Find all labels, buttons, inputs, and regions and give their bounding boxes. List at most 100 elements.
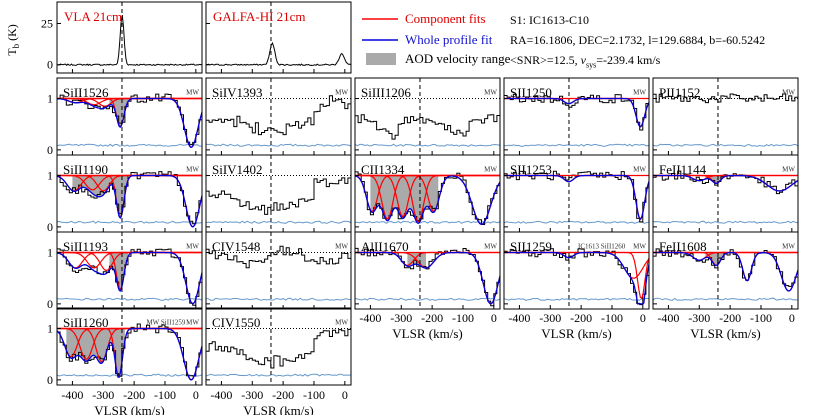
x-tick-label: -100	[750, 311, 772, 325]
ion-panel-FeII1144: FeII1144 MW	[652, 154, 799, 233]
y-tick-label: 0	[47, 373, 53, 387]
error-spectrum	[354, 220, 501, 224]
hi-panel-title: GALFA-HI 21cm	[213, 9, 306, 24]
x-tick-label: 0	[342, 388, 348, 402]
mw-label: MW	[186, 319, 199, 327]
x-tick-label: -200	[570, 311, 592, 325]
y-tick-label: 0	[47, 297, 53, 311]
ion-label: PII1152	[659, 85, 700, 100]
data-spectrum	[206, 177, 351, 215]
x-tick-label: -400	[210, 388, 232, 402]
panel-frame	[205, 307, 352, 386]
data-spectrum	[206, 245, 351, 269]
legend-whole-label: Whole profile fit	[405, 32, 493, 47]
ion-panel-FeII1608: FeII1608 MW	[652, 231, 799, 310]
mw-label: MW	[335, 243, 348, 251]
mw-label: MW	[335, 89, 348, 97]
mw-label: MW	[484, 243, 497, 251]
ion-panel-CIV1550: CIV1550 MW	[205, 307, 352, 386]
hi-panel-title: VLA 21cm	[64, 9, 122, 24]
panel-note: IC1613 SiII1260	[578, 243, 626, 251]
aod-range-fill	[370, 175, 439, 224]
ion-label: SII1253	[510, 162, 552, 177]
error-spectrum	[205, 220, 352, 224]
y-tick-label: 0	[47, 58, 53, 72]
y-tick-label: 1	[47, 92, 53, 106]
x-tick-label: -400	[61, 388, 83, 402]
y-tick-label: 1	[47, 322, 53, 336]
ion-panel-SiII1193: 0 1 SiII1193 MW	[47, 231, 203, 311]
mw-label: MW	[186, 166, 199, 174]
x-tick-label: -100	[601, 311, 623, 325]
ion-panel-SiII1526: 0 1 SiII1526 MW	[47, 77, 203, 157]
x-axis-title: VLSR (km/s)	[243, 403, 313, 415]
hi-y-axis-label: Tb (K)	[5, 24, 21, 56]
ion-label: CII1334	[361, 162, 405, 177]
x-axis-title: VLSR (km/s)	[392, 326, 462, 341]
vsys-symbol: v	[580, 53, 586, 67]
mw-label: MW	[782, 89, 795, 97]
data-spectrum	[653, 93, 798, 104]
component-fit	[57, 97, 203, 148]
x-axis-1: -400 -300 -200 -100 0 VLSR (km/s)	[61, 388, 198, 415]
ion-panel-SiIII1206: SiIII1206 MW	[354, 77, 501, 156]
panel-frame	[354, 231, 501, 310]
ion-panel-SII1250: SII1250 MW	[503, 77, 650, 156]
error-spectrum	[503, 143, 650, 147]
x-tick-label: 0	[789, 311, 795, 325]
whole-profile-fit	[504, 97, 650, 128]
mw-label: MW	[335, 319, 348, 327]
legend-aod-swatch	[366, 53, 396, 65]
data-spectrum	[355, 247, 500, 307]
x-axis-2: -400 -300 -200 -100 0 VLSR (km/s)	[210, 388, 347, 415]
ion-panel-SiII1190: 0 1 SiII1190 MW	[47, 154, 203, 234]
y-tick-label: 0	[47, 143, 53, 157]
x-axis-5: -400 -300 -200 -100 0 VLSR (km/s)	[657, 311, 794, 341]
ion-panel-CII1334: CII1334 MW	[354, 154, 501, 233]
error-spectrum	[205, 143, 352, 147]
error-spectrum	[652, 143, 799, 147]
ion-label: SiII1526	[63, 85, 109, 100]
panel-frame	[205, 231, 352, 310]
legend: Component fits Whole profile fit AOD veloc…	[362, 11, 511, 66]
hi-frame	[205, 1, 352, 74]
data-spectrum	[504, 93, 649, 131]
ion-panel-PII1152: PII1152 MW	[652, 77, 799, 156]
error-spectrum	[354, 143, 501, 147]
error-spectrum	[56, 220, 203, 224]
error-spectrum	[354, 297, 501, 301]
snr-vsys: <SNR>=12.5, vsys=-239.4 km/s	[510, 53, 660, 69]
panel-frame	[56, 307, 203, 386]
mw-label: MW	[633, 89, 646, 97]
x-tick-label: -300	[241, 388, 263, 402]
hi-panel-2: GALFA-HI 21cm	[205, 1, 352, 74]
hi-spectrum	[56, 15, 203, 66]
ion-panel-AlII1670: AlII1670 MW	[354, 231, 501, 310]
mw-label: MW	[782, 243, 795, 251]
panel-frame	[652, 231, 799, 310]
x-tick-label: -200	[123, 388, 145, 402]
x-tick-label: -300	[539, 311, 561, 325]
data-spectrum	[206, 328, 351, 369]
whole-profile-fit	[56, 97, 203, 148]
ion-label: SiIII1206	[361, 85, 411, 100]
mw-label: MW	[633, 243, 646, 251]
whole-profile-fit	[653, 174, 799, 192]
ion-panel-CIV1548: CIV1548 MW	[205, 231, 352, 310]
mw-label: MW	[186, 243, 199, 251]
x-tick-label: -200	[719, 311, 741, 325]
component-fit	[355, 251, 501, 305]
x-axis-4: -400 -300 -200 -100 0 VLSR (km/s)	[508, 311, 645, 341]
y-tick-label: 1	[47, 169, 53, 183]
source-id: S1: IC1613-C10	[510, 13, 590, 27]
vsys-subscript: sys	[585, 60, 597, 70]
mw-label: MW	[484, 166, 497, 174]
x-tick-label: -200	[421, 311, 443, 325]
whole-profile-fit	[653, 251, 799, 292]
vsys-value: =-239.4 km/s	[596, 53, 661, 67]
data-spectrum	[653, 170, 798, 195]
ion-label: SII1259	[510, 239, 552, 254]
x-tick-label: -400	[359, 311, 381, 325]
ion-label: FeII1608	[659, 239, 707, 254]
